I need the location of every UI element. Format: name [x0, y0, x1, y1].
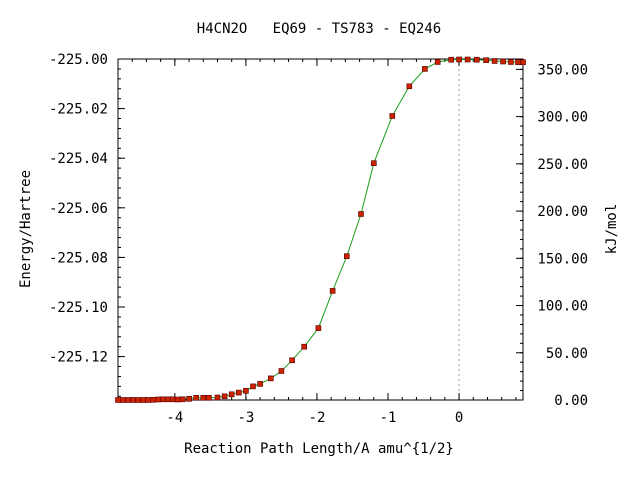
y-tick-label: -225.08 — [49, 250, 108, 266]
data-point-marker — [289, 357, 295, 364]
chart-title: H4CN2O EQ69 - TS783 - EQ246 — [197, 21, 441, 37]
y-tick-label: -225.02 — [49, 102, 108, 118]
data-point-marker — [520, 59, 526, 66]
data-point-marker — [221, 393, 228, 400]
data-point-marker — [164, 396, 171, 403]
data-point-marker — [130, 397, 136, 403]
data-point-marker — [200, 394, 207, 401]
data-point-marker — [214, 394, 221, 401]
x-tick-label: 0 — [455, 410, 463, 426]
x-tick-label: -1 — [380, 410, 397, 426]
data-point-marker — [243, 387, 249, 394]
data-point-marker — [267, 375, 274, 382]
data-point-marker — [186, 395, 192, 402]
data-point-marker — [500, 58, 506, 65]
data-point-marker — [508, 59, 514, 65]
y2-tick-label: 0.00 — [554, 393, 588, 409]
data-point-marker — [301, 343, 308, 350]
data-point-marker — [315, 325, 322, 331]
data-point-marker — [515, 59, 521, 66]
x-tick-label: -3 — [237, 410, 254, 426]
y-tick-label: -225.12 — [49, 350, 108, 366]
y-tick-label: -225.00 — [49, 52, 108, 68]
data-point-marker — [179, 396, 186, 403]
data-point-marker — [257, 381, 263, 387]
y2-tick-label: 50.00 — [546, 346, 588, 362]
data-point-marker — [145, 397, 151, 403]
data-point-marker — [448, 56, 455, 63]
data-point-marker — [174, 396, 181, 403]
data-point-marker — [150, 396, 156, 403]
data-point-marker — [464, 56, 471, 63]
data-point-marker — [115, 397, 121, 403]
y2-tick-label: 200.00 — [537, 204, 588, 220]
plot-frame — [117, 58, 524, 401]
y2-tick-label: 250.00 — [537, 157, 588, 173]
y-tick-label: -225.04 — [49, 151, 108, 167]
data-point-marker — [160, 396, 166, 403]
y-tick-label: -225.10 — [49, 300, 108, 316]
data-point-marker — [193, 394, 199, 401]
data-point-marker — [329, 288, 336, 294]
x-tick-label: -2 — [309, 410, 326, 426]
data-point-marker — [206, 394, 212, 401]
data-point-marker — [456, 56, 462, 63]
data-point-marker — [250, 383, 256, 390]
data-point-marker — [343, 253, 350, 259]
data-point-marker — [434, 59, 441, 65]
energy-curve-line — [118, 59, 523, 401]
data-points — [115, 56, 526, 403]
data-point-marker — [278, 368, 285, 374]
x-axis: -4 -3 -2 -1 0 — [131, 59, 517, 426]
y-tick-label: -225.06 — [49, 201, 108, 217]
y-axis-left: -225.00 -225.02 -225.04 -225.06 -225.08 -225.… — [49, 52, 125, 397]
data-point-marker — [491, 58, 498, 64]
y2-tick-label: 100.00 — [537, 299, 588, 315]
data-point-marker — [169, 396, 176, 403]
data-point-marker — [422, 66, 428, 72]
data-point-marker — [155, 396, 161, 403]
y2-axis-label: kJ/mol — [604, 204, 620, 255]
y-axis-right: 350.00 300.00 250.00 200.00 150.00 100.00 50.0… — [516, 59, 588, 409]
data-point-marker — [140, 397, 146, 403]
data-point-marker — [236, 389, 242, 396]
data-point-marker — [370, 160, 377, 166]
data-point-marker — [125, 397, 131, 403]
data-point-marker — [358, 211, 364, 217]
x-axis-label: Reaction Path Length/A amu^{1/2} — [184, 441, 454, 457]
data-point-marker — [135, 397, 141, 403]
y2-tick-label: 150.00 — [537, 251, 588, 267]
data-point-marker — [483, 57, 489, 64]
data-point-marker — [473, 56, 480, 63]
data-point-marker — [389, 113, 396, 119]
y2-tick-label: 350.00 — [537, 62, 588, 78]
data-point-marker — [120, 397, 126, 403]
data-point-marker — [228, 391, 235, 398]
data-point-marker — [406, 83, 413, 90]
y-axis-label: Energy/Hartree — [18, 170, 34, 288]
y2-tick-label: 300.00 — [537, 110, 588, 126]
x-tick-label: -4 — [166, 410, 183, 426]
